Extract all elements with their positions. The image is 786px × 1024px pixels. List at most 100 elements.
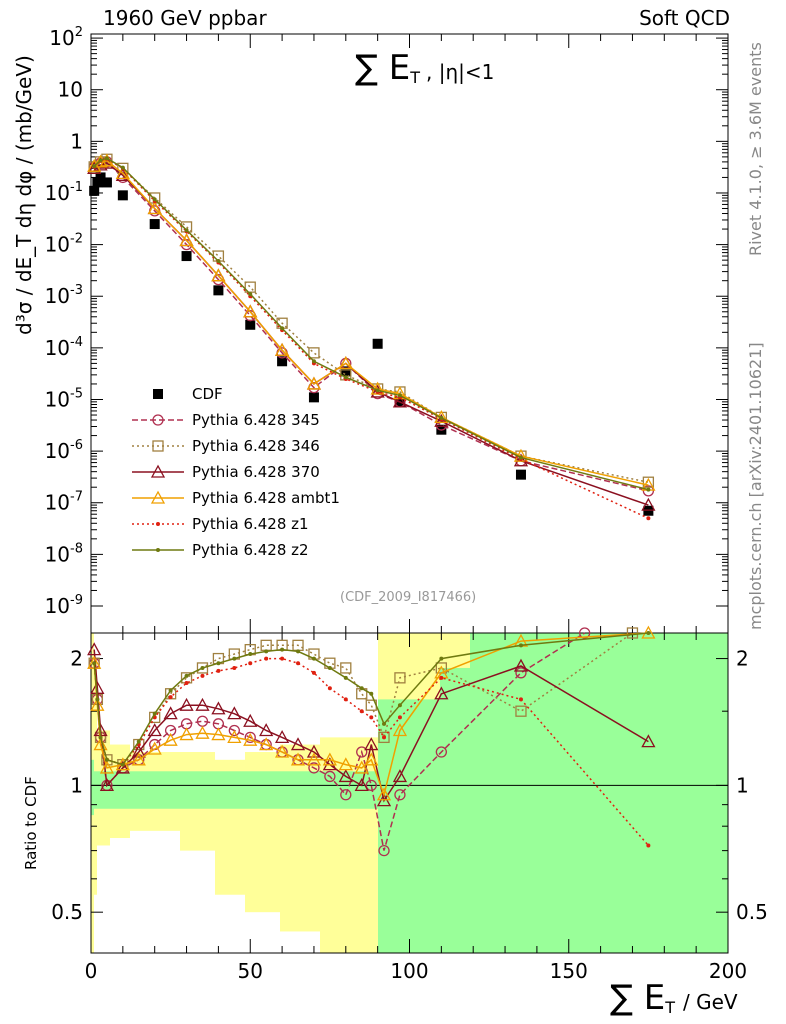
main-point-p345 <box>642 485 655 497</box>
legend-item-p345: Pythia 6.428 345 <box>130 407 320 433</box>
main-point-z2 <box>311 359 316 364</box>
main-point-ambt1 <box>306 376 322 390</box>
main-point-z2 <box>92 164 97 169</box>
legend-item-cdf: CDF <box>130 381 223 407</box>
ratio-point-z2 <box>280 647 285 652</box>
main-point-z2 <box>646 487 651 492</box>
ratio-point-ambt1 <box>275 744 290 758</box>
main-point-z2 <box>518 455 523 460</box>
legend-swatch-z2 <box>132 548 184 552</box>
main-point-cdf <box>92 177 103 188</box>
ratio-point-p370 <box>163 706 178 720</box>
ratio-y-axis-title: Ratio to CDF <box>22 776 40 870</box>
ratio-point-p370 <box>354 778 369 792</box>
band-inner-3 <box>440 667 470 953</box>
legend-marker-z1 <box>156 522 160 526</box>
x-tick-label: 0 <box>85 959 98 983</box>
main-point-p370 <box>513 453 529 467</box>
ratio-point-z2 <box>95 697 100 702</box>
main-point-cdf <box>95 172 106 183</box>
ratio-point-ambt1 <box>93 737 108 751</box>
x-axis-title-rest: / GeV <box>682 990 738 1014</box>
ratio-point-z2 <box>168 688 173 693</box>
ratio-point-z2 <box>518 643 523 648</box>
legend-marker-z2 <box>156 548 160 552</box>
legend-label-p346: Pythia 6.428 346 <box>192 437 320 455</box>
ratio-point-p346 <box>515 705 527 717</box>
ratio-point-ambt1 <box>227 730 242 744</box>
x-ticks: 0 50 100 150 200 <box>85 34 747 983</box>
ratio-point-ambt1 <box>163 732 178 746</box>
y-tick-label: 10-8 <box>45 541 83 566</box>
ratio-point-p345 <box>579 627 591 639</box>
ratio-point-z1 <box>200 673 205 678</box>
ratio-point-z1 <box>382 735 387 740</box>
legend-marker-cdf <box>153 389 163 399</box>
main-point-cdf <box>340 366 351 377</box>
ratio-point-ambt1 <box>322 752 337 766</box>
main-point-cdf <box>101 177 112 188</box>
band-inner-4 <box>470 633 728 953</box>
x-tick-label: 50 <box>238 959 263 983</box>
main-point-ambt1 <box>179 233 194 247</box>
y-tick-label: 10-4 <box>45 335 83 360</box>
main-point-cdf <box>515 469 526 480</box>
main-line-p346 <box>93 158 649 483</box>
ratio-point-p345 <box>435 746 448 758</box>
legend-item-ambt1: Pythia 6.428 ambt1 <box>130 485 340 511</box>
plot-title-main: ∑ E <box>355 48 411 88</box>
x-axis-title-main: ∑ E <box>610 978 666 1018</box>
legend-marker-ambt1 <box>150 490 166 504</box>
ratio-point-ambt1 <box>147 741 162 755</box>
ratio-point-z1 <box>232 665 237 670</box>
ratio-point-z1 <box>518 697 523 702</box>
ratio-tick-label-left: 1 <box>70 773 83 797</box>
main-point-z2 <box>375 388 380 393</box>
ratio-tick-label-right: 2 <box>736 647 749 671</box>
main-point-cdf <box>372 338 383 349</box>
ratio-point-p346 <box>378 731 390 744</box>
main-point-z2 <box>120 165 125 170</box>
ratio-point-p370 <box>243 713 258 727</box>
main-point-p346 <box>642 476 655 488</box>
x-tick-label: 150 <box>550 959 588 983</box>
ratio-point-ambt1 <box>195 725 210 739</box>
main-point-z2 <box>152 197 157 202</box>
ratio-point-z2 <box>264 649 269 654</box>
main-series-z2 <box>92 156 651 492</box>
main-point-z2 <box>98 158 103 163</box>
ratio-point-z1 <box>248 661 253 666</box>
main-y-axis-title: d³σ / dE_T dη dφ / (mb/GeV) <box>12 55 36 335</box>
main-point-ambt1 <box>115 165 130 179</box>
y-tick-label: 10-5 <box>45 386 83 411</box>
ratio-point-p346 <box>394 672 406 684</box>
ratio-uncertainty-bands <box>91 633 728 953</box>
band-inner-2 <box>378 699 440 953</box>
ratio-series-ambt1 <box>87 625 656 801</box>
ratio-point-z2 <box>359 686 364 691</box>
legend-swatch-p346 <box>132 440 184 452</box>
ratio-point-z1 <box>264 656 269 661</box>
ratio-point-ambt1 <box>243 732 258 746</box>
legend-swatch-p370 <box>132 464 184 478</box>
ratio-point-z2 <box>104 757 109 762</box>
ratio-series-z1 <box>92 656 651 848</box>
y-tick-label: 10-6 <box>45 438 83 463</box>
ratio-point-p345 <box>149 738 161 751</box>
main-point-cdf <box>181 251 192 262</box>
ratio-point-z2 <box>152 711 157 716</box>
ratio-point-p370 <box>322 757 337 771</box>
legend-label-p370: Pythia 6.428 370 <box>192 463 320 481</box>
ratio-point-z2 <box>232 656 237 661</box>
ratio-point-z2 <box>343 675 348 680</box>
ratio-point-p370 <box>306 744 322 758</box>
ratio-point-ambt1 <box>354 760 369 774</box>
y-tick-label: 10-1 <box>45 180 83 205</box>
ratio-point-p370 <box>87 642 102 656</box>
ratio-point-p370 <box>211 701 226 715</box>
ratio-series-z2 <box>92 631 651 767</box>
ratio-point-z2 <box>646 631 651 635</box>
x-axis-title: ∑ ET / GeV <box>610 978 738 1018</box>
legend-swatch-ambt1 <box>132 490 184 504</box>
y-tick-label: 102 <box>49 25 83 50</box>
